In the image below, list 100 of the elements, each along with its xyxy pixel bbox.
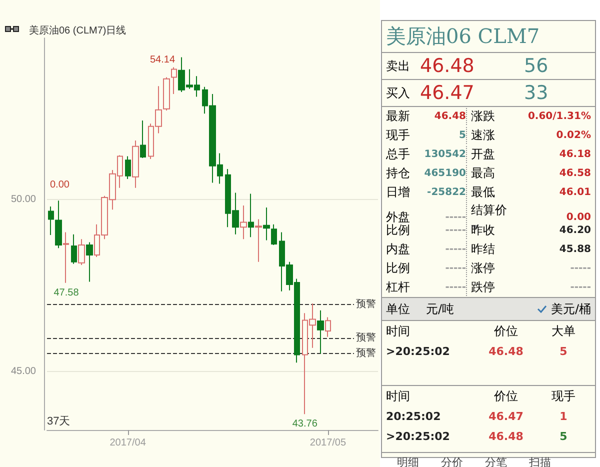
text: 33 xyxy=(523,82,550,104)
text: 56 xyxy=(523,55,550,77)
text: 46.47 xyxy=(420,82,476,104)
text: 46.18 xyxy=(558,149,591,160)
text: 最新 xyxy=(386,108,411,125)
candlestick xyxy=(325,316,331,338)
candlestick xyxy=(271,224,277,246)
annotation: 0.00 xyxy=(50,180,70,190)
text: 买入 xyxy=(386,84,411,102)
text: 杠杆 xyxy=(386,279,411,296)
text: 持仓 xyxy=(386,165,411,182)
text: 46.48 xyxy=(488,344,524,358)
annotation: 47.58 xyxy=(54,287,80,298)
text: 分价 xyxy=(440,454,464,467)
text: 46.48 xyxy=(433,111,466,122)
text: >20:25:02 xyxy=(386,430,451,442)
candlestick xyxy=(163,76,170,112)
text: 0.00 xyxy=(565,212,591,223)
text: 元/吨 xyxy=(426,300,456,318)
annotation: 54.14 xyxy=(150,54,176,66)
candlestick xyxy=(132,140,139,188)
candlestick xyxy=(263,207,270,241)
candlestick xyxy=(125,156,131,180)
text: ----- xyxy=(444,282,466,293)
text: 卖出 xyxy=(386,58,411,74)
text: 46.48 xyxy=(488,430,524,442)
text: ----- xyxy=(569,263,591,274)
text: ----- xyxy=(444,263,466,274)
candlestick xyxy=(171,66,177,95)
text: 涨跌 xyxy=(466,108,512,125)
text: 美元/桶 xyxy=(550,300,591,318)
text: 现手 xyxy=(550,388,576,404)
text: 单位 xyxy=(386,300,411,318)
y-tick-label: 45.00 xyxy=(10,366,36,378)
candlestick xyxy=(248,193,254,238)
candlestick xyxy=(240,204,247,240)
text: 开盘 xyxy=(466,146,512,163)
text: 0.60/1.31% xyxy=(526,111,591,122)
text: 分笔 xyxy=(484,454,508,467)
text: 1 xyxy=(558,410,568,422)
candlestick xyxy=(140,120,146,159)
text: 速涨 xyxy=(466,127,512,144)
candlestick xyxy=(317,310,324,354)
text: 46.20 xyxy=(558,225,591,236)
text: 总手 xyxy=(386,146,411,163)
ref-line-label: 预警 xyxy=(356,298,376,310)
text: 比例 xyxy=(386,222,411,239)
text: 46.48 xyxy=(420,55,476,77)
text: 价位 xyxy=(493,388,519,404)
text: >20:25:02 xyxy=(386,344,451,358)
text: 大单 xyxy=(550,322,576,340)
text: 明细 xyxy=(396,454,420,467)
text: 涨停 xyxy=(466,260,512,277)
annotation: 37天 xyxy=(47,416,70,428)
text: 20:25:02 xyxy=(386,410,442,422)
text: 日增 xyxy=(386,184,411,201)
y-tick-label: 50.00 xyxy=(10,194,36,206)
text: 昨收 xyxy=(466,222,512,239)
text: 5 xyxy=(458,130,466,141)
text: 5 xyxy=(558,430,568,442)
text: 昨结 xyxy=(466,241,512,258)
candlestick xyxy=(78,238,85,266)
text: ----- xyxy=(444,212,466,223)
text: 美原油06 CLM7 xyxy=(382,21,595,53)
candlestick xyxy=(63,232,69,284)
ref-line-label: 预警 xyxy=(356,347,376,360)
candlestick xyxy=(255,218,262,262)
x-tick-label: 2017/05 xyxy=(310,438,346,448)
text: 扫描 xyxy=(528,454,552,467)
text: 跌停 xyxy=(466,279,512,296)
x-tick-label: 2017/04 xyxy=(110,438,146,448)
text: ----- xyxy=(444,225,466,236)
candlestick xyxy=(71,234,77,264)
text: 内盘 xyxy=(386,241,411,258)
text: 5 xyxy=(558,344,568,358)
text: ----- xyxy=(444,244,466,255)
candlestick xyxy=(55,200,62,249)
text: 46.01 xyxy=(558,187,591,198)
text: 时间 xyxy=(386,388,411,404)
text: 价位 xyxy=(493,322,519,340)
text: 465190 xyxy=(423,168,466,179)
text: 外盘 xyxy=(386,209,411,224)
text: 现手 xyxy=(386,127,411,144)
chart-title: 美原油06 (CLM7)日线 xyxy=(29,24,126,36)
annotation: 43.76 xyxy=(292,418,318,430)
text: 比例 xyxy=(386,260,411,277)
text: 0.02% xyxy=(555,130,591,141)
text: 结算价 xyxy=(471,203,507,217)
text: ----- xyxy=(569,282,591,293)
text: 130542 xyxy=(423,149,466,160)
candlestick xyxy=(86,242,93,282)
text: 46.47 xyxy=(488,410,524,422)
text: 最低 xyxy=(466,184,512,201)
text: -25822 xyxy=(426,187,466,198)
candlestick xyxy=(48,206,54,236)
text: 45.88 xyxy=(558,244,591,255)
ref-line-label: 预警 xyxy=(356,331,376,344)
text: 最高 xyxy=(466,165,512,182)
text: 46.58 xyxy=(558,168,591,179)
text: 时间 xyxy=(386,322,411,340)
